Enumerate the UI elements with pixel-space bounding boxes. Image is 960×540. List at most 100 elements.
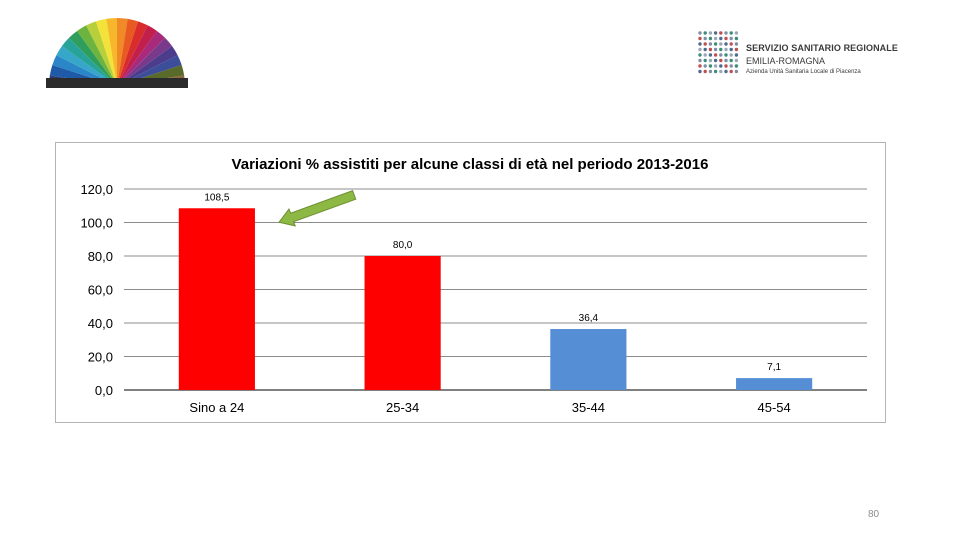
data-label: 80,0	[393, 240, 413, 251]
y-tick-label: 120,0	[80, 182, 113, 197]
brand-dot	[724, 58, 728, 63]
data-label: 36,4	[579, 313, 599, 324]
data-label: 108,5	[204, 192, 229, 203]
brand-dot	[719, 36, 723, 41]
brand-dot	[729, 36, 733, 41]
brand-dot	[698, 36, 702, 41]
brand-dot	[698, 64, 702, 68]
brand-dot	[703, 69, 707, 74]
logo-fan-segment	[117, 25, 157, 86]
brand-dot	[719, 42, 723, 46]
annotation-arrow-icon	[278, 190, 357, 227]
chart-title: Variazioni % assistiti per alcune classi…	[232, 156, 709, 173]
brand-dot	[698, 58, 702, 63]
logo-fan-segment	[117, 46, 178, 86]
brand-name: SERVIZIO SANITARIO REGIONALE	[746, 43, 898, 53]
brand-dot	[703, 42, 707, 46]
brand-dot	[713, 58, 718, 63]
brand-dot	[719, 69, 723, 74]
brand-dot	[724, 53, 728, 57]
brand-dot	[734, 53, 739, 57]
brand-dot	[708, 42, 713, 46]
y-tick-label: 80,0	[88, 249, 113, 264]
brand-dot	[713, 42, 718, 46]
x-tick-label: Sino a 24	[189, 400, 244, 415]
bar-35-44	[550, 329, 627, 390]
logo-fan-segment	[117, 21, 148, 87]
brand-dot	[703, 53, 707, 57]
brand-dot	[734, 64, 739, 68]
brand-dot	[734, 36, 739, 41]
brand-dot	[724, 36, 728, 41]
x-tick-label: 45-54	[758, 400, 791, 415]
y-tick-label: 60,0	[88, 283, 113, 298]
brand-dot	[713, 31, 718, 35]
logo-fan-segment	[117, 37, 173, 86]
logo-fan-segment	[117, 18, 139, 87]
y-tick-label: 20,0	[88, 350, 113, 365]
bar-45-54	[736, 378, 813, 390]
logo-fan-segment	[61, 37, 117, 86]
brand-dot	[734, 42, 739, 46]
brand-dot	[734, 47, 739, 52]
brand-dot	[708, 53, 713, 57]
page-number: 80	[868, 509, 880, 520]
brand-dot	[713, 53, 718, 57]
brand-dot	[719, 64, 723, 68]
brand-dot	[734, 31, 739, 35]
y-tick-label: 100,0	[80, 216, 113, 231]
bar-chart: Variazioni % assistiti per alcune classi…	[80, 156, 867, 415]
brand-dot	[734, 58, 739, 63]
brand-logo: SERVIZIO SANITARIO REGIONALE EMILIA-ROMA…	[697, 30, 898, 80]
brand-dots-icon	[698, 31, 739, 74]
brand-agency: Azienda Unità Sanitaria Locale di Piacen…	[746, 69, 861, 75]
brand-dot	[729, 58, 733, 63]
brand-dot	[724, 69, 728, 74]
brand-dot	[703, 58, 707, 63]
logo-fan-segment	[68, 30, 117, 86]
brand-dot	[703, 64, 707, 68]
brand-dot	[713, 47, 718, 52]
brand-dot	[713, 69, 718, 74]
brand-dot	[729, 42, 733, 46]
brand-dot	[734, 69, 739, 74]
bar-25-34	[364, 256, 441, 390]
chart-frame: Variazioni % assistiti per alcune classi…	[55, 142, 886, 423]
brand-dot	[724, 47, 728, 52]
brand-dot	[698, 31, 702, 35]
logo-fan-segment	[117, 30, 166, 86]
brand-dot	[719, 47, 723, 52]
logo-fan-segment	[117, 18, 128, 86]
logo-fan-base	[46, 78, 188, 88]
data-label: 7,1	[767, 362, 781, 373]
brand-dot	[719, 58, 723, 63]
logo-color-fan	[46, 18, 188, 88]
brand-dot	[724, 42, 728, 46]
brand-dot	[703, 36, 707, 41]
brand-dot	[703, 31, 707, 35]
x-tick-label: 25-34	[386, 400, 419, 415]
logo-fan-segment	[95, 18, 117, 87]
x-tick-label: 35-44	[572, 400, 605, 415]
brand-dot	[729, 53, 733, 57]
brand-dot	[708, 47, 713, 52]
brand-dot	[708, 69, 713, 74]
brand-dot	[698, 69, 702, 74]
brand-dot	[724, 64, 728, 68]
logo-fan-segment	[106, 18, 117, 86]
y-tick-label: 40,0	[88, 316, 113, 331]
brand-dot	[698, 47, 702, 52]
brand-dot	[719, 31, 723, 35]
brand-dot	[729, 64, 733, 68]
brand-dot	[713, 64, 718, 68]
logo-fan-segment	[56, 46, 117, 86]
logo-fan-segment	[77, 25, 117, 86]
brand-dot	[708, 64, 713, 68]
brand-dot	[698, 42, 702, 46]
brand-dot	[729, 69, 733, 74]
logo-fan-segment	[86, 21, 117, 87]
y-tick-label: 0,0	[95, 383, 113, 398]
brand-dot	[724, 31, 728, 35]
brand-region: EMILIA-ROMAGNA	[746, 56, 826, 66]
brand-dot	[698, 53, 702, 57]
